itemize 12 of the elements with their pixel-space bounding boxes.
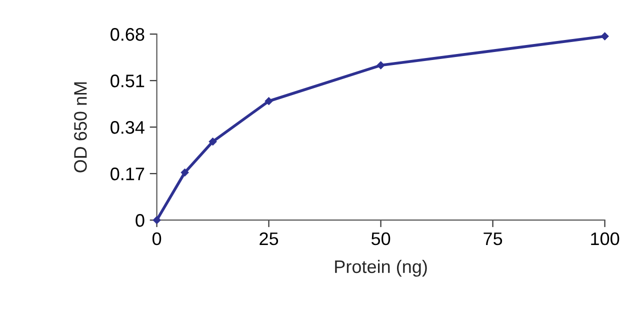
y-tick-label: 0.17 — [110, 168, 144, 180]
y-tick-label: 0 — [136, 214, 144, 227]
y-tick-label: 0.34 — [110, 121, 144, 134]
y-tick-label: 0.51 — [110, 74, 144, 88]
x-tick-label: 100 — [591, 232, 620, 246]
x-tick-label: 0 — [152, 232, 162, 246]
y-axis-title: OD 650 nM — [74, 82, 87, 172]
x-tick-label: 75 — [484, 232, 502, 246]
x-tick-label: 50 — [371, 232, 390, 246]
x-axis-title: Protein (ng) — [335, 260, 427, 277]
y-tick-label: 0.68 — [110, 28, 144, 41]
x-tick-label: 25 — [260, 232, 278, 246]
